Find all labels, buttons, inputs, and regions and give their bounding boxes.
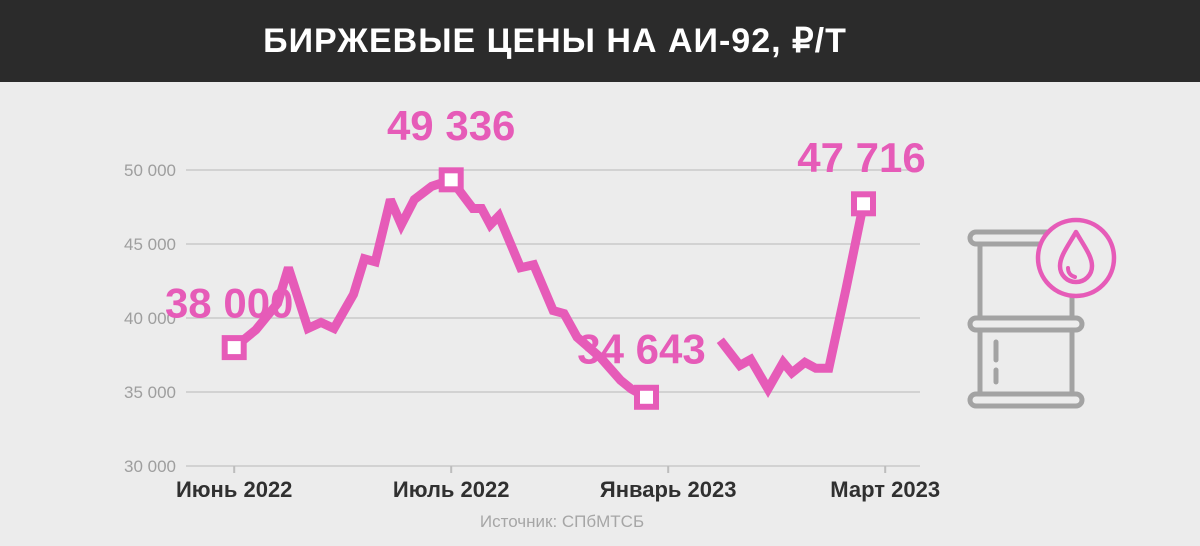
y-tick-label: 30 000: [124, 457, 176, 476]
data-label: 34 643: [577, 325, 705, 372]
series-line: [716, 202, 868, 398]
x-tick-label: Март 2023: [830, 477, 940, 502]
data-label: 49 336: [387, 102, 515, 149]
price-series: [231, 174, 868, 402]
x-axis-tick-marks: [233, 466, 887, 473]
y-tick-label: 45 000: [124, 235, 176, 254]
oil-barrel-icon: [967, 217, 1117, 409]
data-labels: 38 000 49 336 34 643 47 716: [165, 102, 926, 372]
data-marker: [851, 191, 876, 217]
data-marker: [438, 167, 464, 193]
data-marker: [634, 384, 659, 410]
y-tick-label: 40 000: [124, 309, 176, 328]
grid-lines: [186, 169, 920, 467]
data-label: 38 000: [165, 280, 293, 327]
y-tick-label: 35 000: [124, 383, 176, 402]
x-tick-label: Июль 2022: [393, 477, 510, 502]
data-marker: [221, 335, 247, 361]
y-tick-label: 50 000: [124, 161, 176, 180]
data-markers: [221, 167, 876, 410]
y-axis-tick-labels: 30 000 35 000 40 000 45 000 50 000: [124, 161, 176, 476]
x-axis-tick-labels: Июнь 2022 Июль 2022 Январь 2023 Март 2023: [176, 477, 940, 502]
chart-title: БИРЖЕВЫЕ ЦЕНЫ НА АИ-92, ₽/Т: [263, 22, 847, 60]
data-label: 47 716: [797, 134, 925, 181]
x-tick-label: Июнь 2022: [176, 477, 292, 502]
title-bar: БИРЖЕВЫЕ ЦЕНЫ НА АИ-92, ₽/Т: [0, 0, 1200, 82]
x-tick-label: Январь 2023: [600, 477, 737, 502]
source-note: Источник: СПбМТСБ: [479, 512, 645, 531]
